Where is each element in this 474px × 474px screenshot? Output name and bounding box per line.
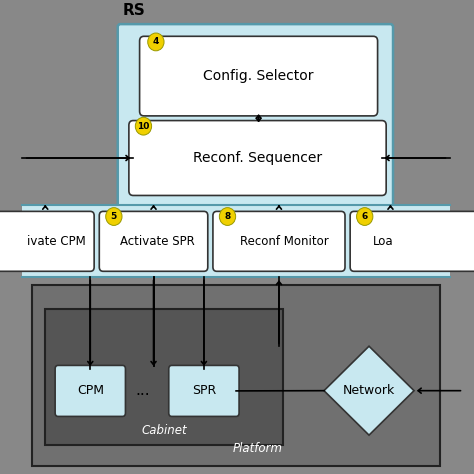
Text: Activate SPR: Activate SPR [120, 235, 195, 248]
FancyBboxPatch shape [99, 211, 208, 271]
Text: CPM: CPM [77, 384, 104, 397]
Bar [32, 285, 440, 465]
Polygon shape [324, 346, 414, 435]
Text: 6: 6 [362, 212, 368, 221]
FancyBboxPatch shape [118, 24, 393, 210]
Text: 5: 5 [111, 212, 117, 221]
FancyBboxPatch shape [129, 120, 386, 195]
Circle shape [106, 208, 122, 226]
Text: Reconf Monitor: Reconf Monitor [240, 235, 328, 248]
FancyBboxPatch shape [0, 211, 94, 271]
Text: 10: 10 [137, 122, 150, 131]
Text: SPR: SPR [192, 384, 216, 397]
FancyBboxPatch shape [55, 365, 126, 417]
Circle shape [219, 208, 236, 226]
Text: 8: 8 [224, 212, 231, 221]
FancyBboxPatch shape [213, 211, 345, 271]
FancyBboxPatch shape [350, 211, 474, 271]
Text: RS: RS [122, 2, 145, 18]
FancyBboxPatch shape [140, 36, 378, 116]
Circle shape [135, 117, 152, 135]
Text: Network: Network [343, 384, 395, 397]
Text: Config. Selector: Config. Selector [203, 69, 314, 83]
Text: Loa: Loa [374, 235, 394, 248]
Bar [45, 309, 283, 445]
Text: ivate CPM: ivate CPM [27, 235, 86, 248]
Text: Reconf. Sequencer: Reconf. Sequencer [193, 151, 322, 165]
Text: ...: ... [135, 383, 150, 399]
Text: Cabinet: Cabinet [141, 424, 187, 437]
Circle shape [356, 208, 373, 226]
Bar [22, 205, 450, 277]
Text: 4: 4 [153, 37, 159, 46]
FancyBboxPatch shape [169, 365, 239, 417]
Circle shape [148, 33, 164, 51]
Text: Platform: Platform [233, 442, 283, 455]
